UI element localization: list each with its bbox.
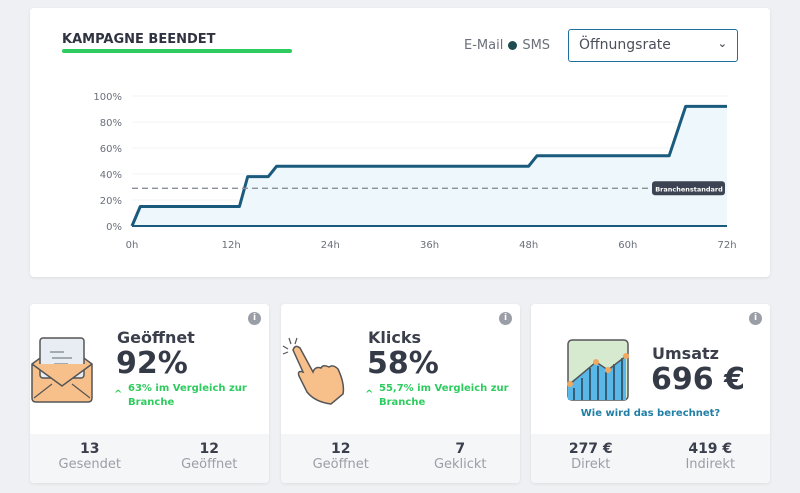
envelope-icon — [31, 337, 93, 403]
pointer-hand-icon — [282, 337, 345, 405]
y-tick-label: 60% — [100, 144, 122, 155]
metric-select[interactable]: Öffnungsrate ⌄ — [568, 29, 738, 62]
open-rate-line — [130, 104, 727, 227]
card-revenue: i Umsatz 696 € Wie wird das berechnet? 2… — [531, 304, 770, 483]
stat-direct: 277 € Direkt — [568, 441, 613, 472]
x-tick-label: 36h — [420, 240, 439, 251]
legend-email[interactable]: E-Mail — [464, 38, 504, 53]
legend-sms[interactable]: SMS — [522, 38, 551, 53]
campaign-title: KAMPAGNE BEENDET — [62, 32, 216, 47]
y-tick-label: 20% — [100, 196, 122, 207]
info-icon[interactable]: i — [499, 312, 512, 325]
channel-legend: E-Mail SMS — [464, 38, 550, 53]
opened-label: Geöffnet — [117, 328, 195, 347]
legend-dot — [508, 41, 518, 50]
stat-sent: 13 Gesendet — [58, 441, 121, 472]
y-tick-label: 0% — [106, 222, 122, 233]
y-tick-label: 100% — [93, 92, 122, 103]
stat-indirect: 419 € Indirekt — [685, 441, 736, 472]
chevron-up-icon: ^ — [365, 389, 374, 400]
x-tick-label: 48h — [519, 240, 538, 251]
x-tick-label: 24h — [321, 240, 340, 251]
campaign-chart-card: KAMPAGNE BEENDET E-Mail SMS Öffnungsrate… — [30, 8, 770, 277]
card-opened: i Geöffnet 92% ^ 63% im Vergleich zur Bra… — [30, 304, 269, 483]
metric-select-value: Öffnungsrate — [579, 37, 671, 53]
x-tick-label: 0h — [126, 240, 139, 251]
info-icon[interactable]: i — [749, 312, 762, 325]
clicks-footer: 12 Geöffnet 7 Geklickt — [281, 434, 520, 483]
benchmark-label: Branchenstandard — [655, 185, 723, 193]
benchmark-badge — [652, 181, 725, 196]
revenue-chart-icon — [567, 339, 629, 401]
card-clicks: i Klicks 58% ^ 55,7% im Vergleich zur Bra… — [281, 304, 520, 483]
open-rate-chart: 0% 20% 40% 60% 80% 100% 0h 12h 24h 36h 48h 60h 72h Br… — [93, 92, 736, 251]
stat-opened: 12 Geöffnet — [312, 441, 369, 472]
clicks-comparison: ^ 55,7% im Vergleich zur Branche — [365, 383, 509, 408]
chevron-down-icon: ⌄ — [717, 37, 727, 50]
stat-clicked: 7 Geklickt — [433, 441, 487, 472]
x-tick-label: 12h — [222, 240, 241, 251]
title-underline — [62, 49, 292, 53]
revenue-footer: 277 € Direkt 419 € Indirekt — [531, 434, 770, 483]
calculation-link[interactable]: Wie wird das berechnet? — [580, 408, 721, 419]
chevron-up-icon: ^ — [114, 389, 123, 400]
clicks-value: 58% — [367, 346, 439, 381]
revenue-label: Umsatz — [652, 344, 719, 363]
y-tick-label: 40% — [100, 170, 122, 181]
x-tick-label: 60h — [618, 240, 637, 251]
opened-comparison: ^ 63% im Vergleich zur Branche — [114, 383, 247, 408]
clicks-label: Klicks — [368, 328, 422, 347]
x-tick-label: 72h — [717, 240, 736, 251]
opened-footer: 13 Gesendet 12 Geöffnet — [30, 434, 269, 483]
y-tick-label: 80% — [100, 118, 122, 129]
stat-opened: 12 Geöffnet — [181, 441, 238, 472]
opened-value: 92% — [116, 346, 188, 381]
info-icon[interactable]: i — [248, 312, 261, 325]
revenue-value: 696 € — [651, 362, 745, 397]
